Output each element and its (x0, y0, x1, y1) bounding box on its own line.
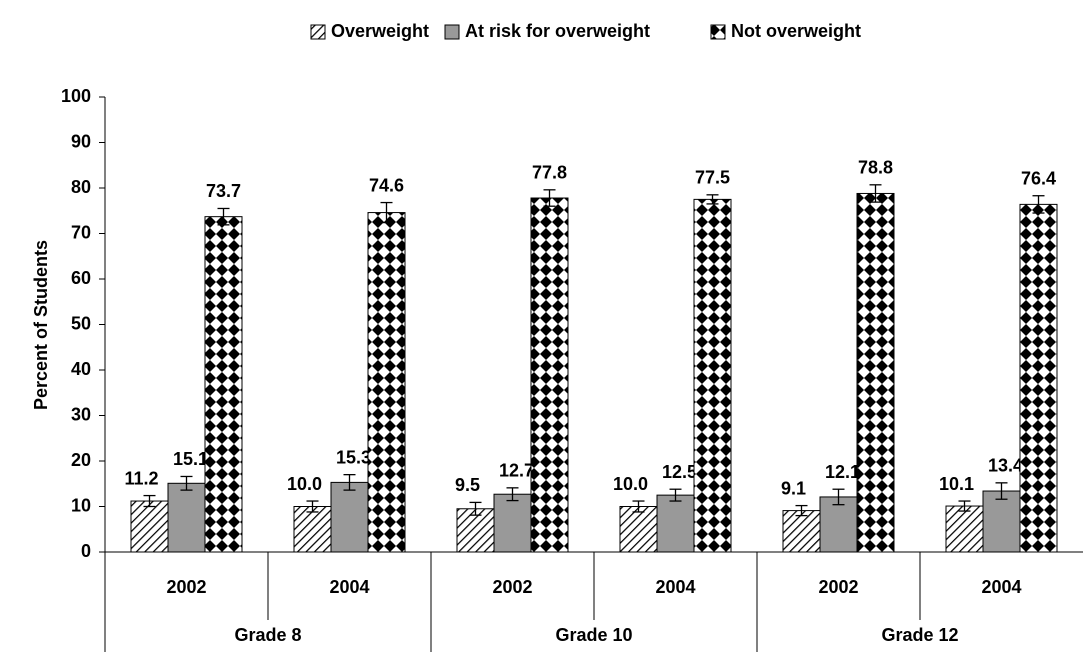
y-tick-label: 10 (71, 495, 91, 515)
value-label: 77.8 (532, 163, 567, 183)
bar (330, 481, 369, 553)
legend-swatch (444, 24, 460, 40)
error-bar (795, 504, 808, 517)
bar (293, 506, 332, 553)
bar (493, 493, 532, 553)
bar (530, 197, 569, 553)
bar (693, 198, 732, 553)
bar (456, 508, 495, 553)
value-label: 74.6 (369, 175, 404, 195)
bar (130, 500, 169, 553)
bar (856, 192, 895, 553)
value-label: 10.1 (939, 474, 974, 494)
legend-label: At risk for overweight (465, 21, 650, 41)
value-label: 9.1 (781, 478, 806, 498)
y-tick-label: 100 (61, 86, 91, 106)
value-label: 15.3 (336, 447, 371, 467)
group-label: Grade 10 (555, 625, 632, 645)
value-label: 12.7 (499, 461, 534, 481)
y-tick-label: 0 (81, 541, 91, 561)
group-label: Grade 12 (881, 625, 958, 645)
x-tick-label: 2004 (655, 577, 695, 597)
legend-swatch (310, 24, 326, 40)
bar (619, 506, 658, 553)
bar (367, 212, 406, 553)
error-bar (958, 500, 971, 512)
value-label: 76.4 (1021, 168, 1056, 188)
x-tick-label: 2002 (166, 577, 206, 597)
legend-label: Not overweight (731, 21, 861, 41)
value-label: 13.4 (988, 456, 1023, 476)
error-bar (632, 500, 645, 513)
legend-swatch (710, 24, 726, 40)
value-label: 11.2 (124, 468, 158, 488)
error-bar (669, 488, 682, 502)
y-axis-label: Percent of Students (31, 240, 51, 410)
y-tick-label: 50 (71, 313, 91, 333)
y-tick-label: 90 (71, 131, 91, 151)
x-tick-label: 2004 (981, 577, 1021, 597)
error-bar (832, 488, 845, 506)
legend-label: Overweight (331, 21, 429, 41)
error-bar (143, 494, 156, 508)
x-tick-label: 2004 (329, 577, 369, 597)
error-bar (995, 482, 1008, 500)
bar (656, 494, 695, 553)
bar (782, 510, 821, 553)
y-tick-label: 20 (71, 450, 91, 470)
error-bar (869, 184, 882, 203)
error-bar (469, 501, 482, 516)
group-label: Grade 8 (234, 625, 301, 645)
value-label: 10.0 (613, 474, 648, 494)
value-label: 12.1 (825, 462, 860, 482)
error-bar (217, 207, 230, 226)
error-bar (506, 487, 519, 502)
value-label: 10.0 (287, 474, 322, 494)
value-label: 12.5 (662, 462, 697, 482)
value-label: 15.1 (173, 449, 208, 469)
error-bar (543, 189, 556, 207)
error-bar (1032, 195, 1045, 214)
y-tick-label: 70 (71, 222, 91, 242)
bar (204, 216, 243, 553)
error-bar (380, 201, 393, 224)
value-label: 77.5 (695, 168, 730, 188)
bar (167, 482, 206, 553)
y-tick-label: 60 (71, 268, 91, 288)
x-tick-label: 2002 (818, 577, 858, 597)
error-bar (180, 475, 193, 491)
error-bar (306, 500, 319, 513)
y-tick-label: 80 (71, 177, 91, 197)
bar (1019, 203, 1058, 553)
bar (945, 505, 984, 553)
value-label: 9.5 (455, 475, 480, 495)
y-tick-label: 40 (71, 359, 91, 379)
error-bar (343, 473, 356, 491)
x-tick-label: 2002 (492, 577, 532, 597)
value-label: 73.7 (206, 181, 241, 201)
error-bar (706, 194, 719, 205)
bar (982, 490, 1021, 553)
y-tick-label: 30 (71, 404, 91, 424)
value-label: 78.8 (858, 158, 893, 178)
